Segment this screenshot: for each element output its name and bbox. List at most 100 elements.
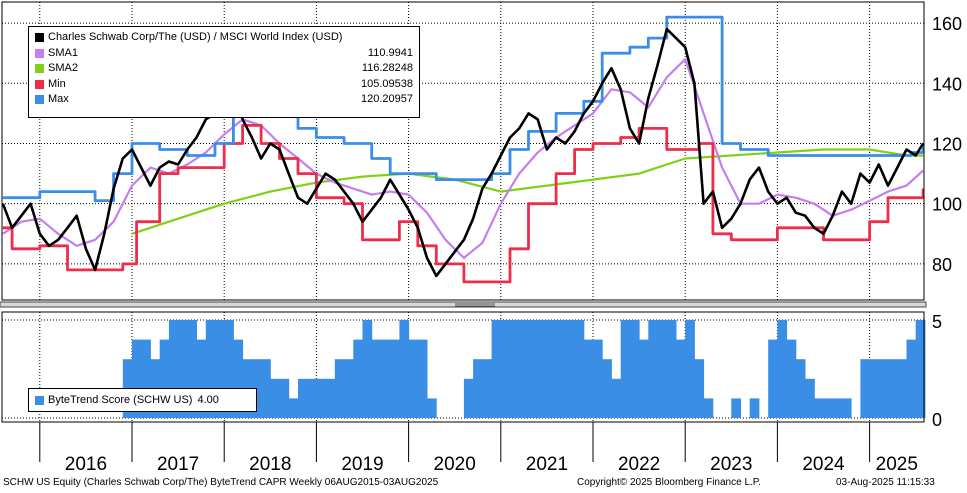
main-price-line [1, 27, 925, 278]
score-bar [510, 320, 520, 418]
score-bar [869, 359, 880, 418]
sma2-line [131, 148, 924, 235]
score-bar [546, 320, 557, 418]
score-bar [556, 320, 566, 418]
score-bar [224, 320, 234, 418]
score-bar [482, 359, 493, 418]
score-bar [132, 339, 142, 418]
legend-swatch-min [35, 79, 44, 89]
score-bar [215, 320, 225, 418]
score-bar [620, 320, 631, 418]
score-bar [399, 320, 410, 418]
price-y-tick-label: 100 [932, 195, 962, 215]
score-bar [703, 398, 714, 418]
legend-value-min: 105.09538 [361, 77, 413, 90]
price-legend: Charles Schwab Corp/The (USD) / MSCI Wor… [28, 26, 420, 118]
score-bar [408, 339, 419, 418]
footer-description: SCHW US Equity (Charles Schwab Corp/The)… [3, 477, 439, 488]
score-bar [187, 320, 197, 418]
score-bar [915, 320, 926, 418]
score-bar [528, 320, 539, 418]
legend-value-score: 4.00 [197, 394, 219, 406]
score-bar [805, 378, 815, 418]
min-line [2, 124, 925, 284]
x-year-label: 2022 [618, 454, 660, 475]
x-year-label: 2020 [434, 454, 476, 475]
footer-copyright: Copyright© 2025 Bloomberg Finance L.P. [577, 477, 761, 488]
score-bar [362, 320, 373, 418]
price-y-tick-label: 160 [932, 14, 962, 34]
legend-swatch-max [35, 95, 44, 105]
score-bar [380, 339, 391, 418]
score-bar [685, 320, 695, 418]
score-y-tick-label: 0 [932, 410, 942, 430]
score-bar [823, 398, 834, 418]
legend-label-sma1: SMA1 [48, 46, 78, 59]
footer-timestamp: 03-Aug-2025 11:15:33 [836, 477, 935, 488]
score-bar [593, 339, 603, 418]
score-bar [814, 398, 824, 418]
x-year-label: 2017 [157, 454, 199, 475]
score-bar [141, 339, 151, 418]
price-y-tick-label: 140 [932, 74, 962, 94]
score-bar [288, 398, 299, 418]
x-year-label: 2021 [526, 454, 568, 475]
score-bar [860, 359, 871, 418]
score-bar [353, 339, 363, 418]
legend-value-sma1: 110.9941 [367, 46, 413, 59]
score-bar [749, 398, 760, 418]
score-bar [316, 378, 327, 418]
score-bar [795, 359, 806, 418]
score-bar [390, 339, 400, 418]
legend-entry-max: Max 120.20957 [35, 92, 413, 108]
legend-swatch-sma2 [35, 64, 44, 74]
score-bar [583, 339, 594, 418]
score-bar [168, 320, 179, 418]
x-year-label: 2019 [341, 454, 383, 475]
score-bar [906, 339, 917, 418]
score-bar [325, 378, 336, 418]
x-year-label: 2024 [802, 454, 845, 475]
score-bar [233, 339, 244, 418]
score-bar [731, 398, 741, 418]
score-bar [768, 339, 778, 418]
score-bar [519, 320, 529, 418]
x-year-label: 2025 [876, 454, 918, 475]
legend-value-max: 120.20957 [361, 93, 413, 105]
legend-label-min: Min [48, 77, 66, 90]
score-bar [500, 320, 511, 418]
score-bar [629, 320, 640, 418]
score-bar [611, 378, 622, 418]
score-bar [666, 320, 677, 418]
score-bar [841, 398, 852, 418]
score-bar [463, 378, 474, 418]
legend-entry-min: Min 105.09538 [35, 77, 413, 93]
score-bar [832, 398, 843, 418]
score-bar [473, 359, 483, 418]
score-bar [537, 320, 548, 418]
score-bar [639, 339, 649, 418]
score-bar [888, 359, 898, 418]
score-bar [427, 398, 437, 418]
legend-entry-main: Charles Schwab Corp/The (USD) / MSCI Wor… [35, 30, 413, 46]
score-bar [270, 378, 280, 418]
x-year-label: 2018 [249, 454, 291, 475]
price-y-tick-label: 80 [932, 255, 952, 275]
max-line [2, 15, 925, 203]
price-panel-frame [1, 1, 925, 301]
score-bar [344, 359, 354, 418]
legend-swatch-score [35, 395, 44, 405]
legend-label-sma2: SMA2 [48, 62, 78, 74]
x-year-label: 2016 [65, 454, 107, 475]
legend-value-sma2: 116.28248 [361, 62, 413, 74]
score-bar [491, 320, 502, 418]
score-bar [371, 339, 382, 418]
score-bar [574, 320, 585, 418]
score-bar [777, 320, 788, 418]
panel-divider[interactable] [0, 301, 927, 308]
score-bar [657, 320, 668, 418]
score-bar [786, 339, 797, 418]
score-bar [307, 378, 317, 418]
score-bar [196, 339, 207, 418]
score-bar [279, 378, 290, 418]
